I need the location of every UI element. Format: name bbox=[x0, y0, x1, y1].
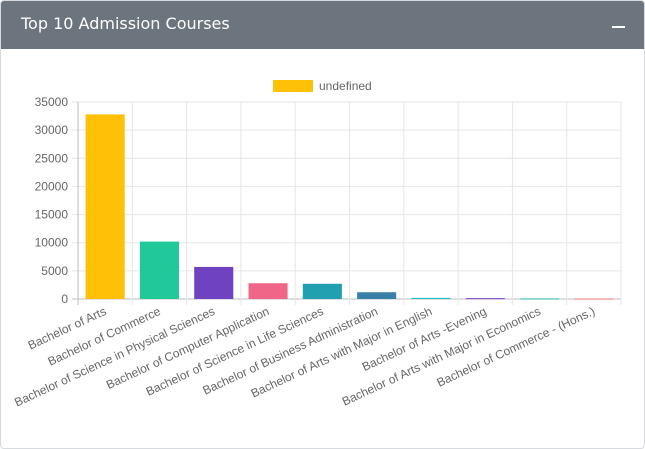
bar bbox=[411, 297, 451, 299]
bar bbox=[139, 241, 179, 299]
y-tick-label: 30000 bbox=[35, 123, 69, 137]
y-tick-label: 15000 bbox=[35, 208, 69, 222]
minus-icon[interactable] bbox=[605, 11, 633, 39]
y-tick-label: 25000 bbox=[35, 151, 69, 165]
card-header: Top 10 Admission Courses bbox=[1, 1, 644, 49]
y-tick-label: 0 bbox=[61, 292, 68, 306]
bar bbox=[302, 283, 342, 299]
y-tick-label: 5000 bbox=[41, 264, 68, 278]
legend-label: undefined bbox=[319, 79, 372, 93]
bar-chart: 0 5000 10000 15000 20000 25000 30000 35000 Bache… bbox=[12, 79, 622, 409]
bar bbox=[248, 283, 288, 299]
legend-swatch bbox=[273, 80, 313, 92]
bar bbox=[520, 298, 560, 300]
bar bbox=[465, 298, 505, 300]
bar bbox=[574, 298, 614, 300]
bar bbox=[194, 266, 234, 299]
x-tick-label: Bachelor of Science in Physical Sciences bbox=[12, 304, 217, 409]
bar bbox=[85, 114, 125, 299]
y-tick-label: 35000 bbox=[35, 95, 69, 109]
y-tick-label: 10000 bbox=[35, 236, 69, 250]
card-title: Top 10 Admission Courses bbox=[21, 14, 230, 33]
y-tick-label: 20000 bbox=[35, 179, 69, 193]
bar bbox=[357, 292, 397, 299]
